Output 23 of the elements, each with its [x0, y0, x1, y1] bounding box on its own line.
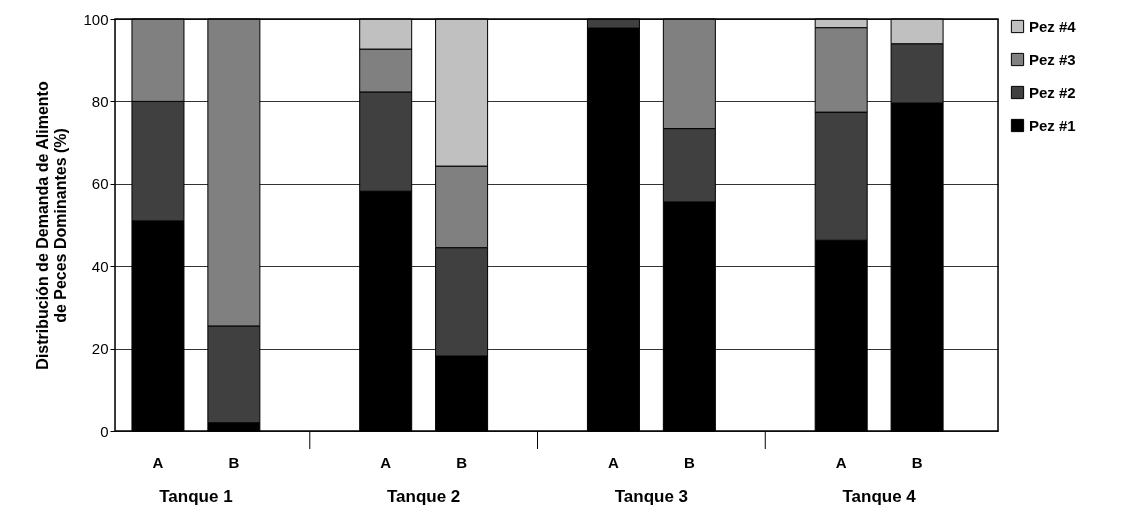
x-tick-label: A	[152, 454, 164, 471]
text: Tanque 3	[614, 487, 689, 506]
text: Tanque 2	[386, 487, 461, 506]
text: Tanque 4	[842, 487, 917, 506]
x-tick-label: B	[683, 454, 695, 471]
y-tick-label: 40	[91, 257, 109, 275]
x-tick-label: B	[911, 454, 923, 471]
y-tick-label: 80	[91, 92, 109, 110]
x-tick-label: A	[835, 454, 847, 471]
y-tick-label: 100	[83, 10, 109, 28]
text: Tanque 1	[159, 487, 233, 506]
y-tick-label: 0	[100, 422, 109, 440]
x-tick-label: B	[456, 454, 468, 471]
y-tick-label: 20	[91, 340, 109, 358]
legend-label: Pez #3	[1029, 50, 1076, 68]
y-axis-title: Distribución de Demanda de Alimento de Peces Dominantes (%)	[34, 81, 70, 370]
legend-label: Pez #4	[1029, 17, 1077, 35]
y-tick-label: 60	[91, 175, 109, 193]
x-tick-label: A	[380, 454, 392, 471]
x-tick-label: A	[608, 454, 620, 471]
x-tick-label: B	[228, 454, 240, 471]
legend-label: Pez #2	[1029, 83, 1076, 101]
legend-label: Pez #1	[1029, 116, 1076, 134]
